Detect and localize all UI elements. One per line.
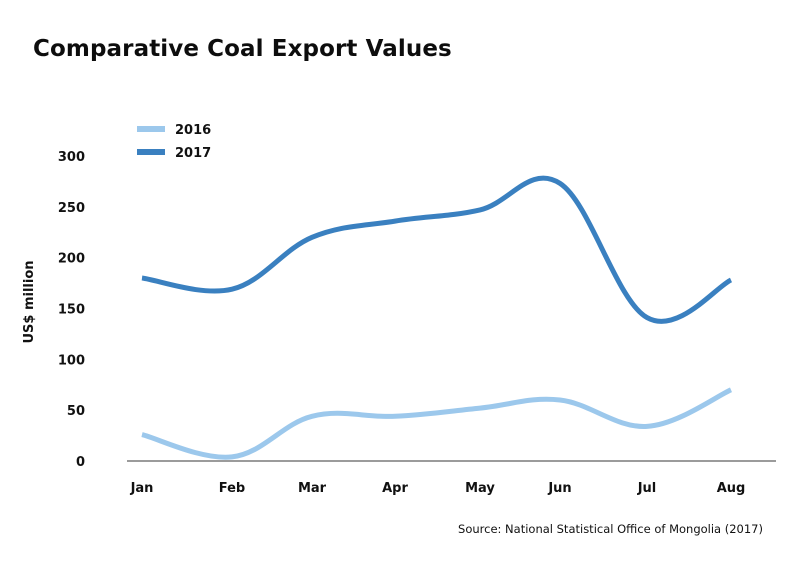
x-tick-label: Jun <box>547 481 571 496</box>
y-tick-label: 0 <box>76 455 85 470</box>
legend-label-2017: 2017 <box>175 146 211 161</box>
y-tick-label: 50 <box>67 404 85 419</box>
chart-title: Comparative Coal Export Values <box>33 36 452 62</box>
series-line-2016 <box>141 387 733 460</box>
y-tick-label: 200 <box>58 252 85 267</box>
x-tick-label: Apr <box>382 481 408 496</box>
y-tick-label: 250 <box>58 201 85 216</box>
x-tick-label: Jul <box>637 481 657 496</box>
y-axis-label: US$ million <box>22 260 37 343</box>
series-lines <box>141 175 733 460</box>
x-tick-label: Aug <box>717 481 746 496</box>
y-tick-label: 100 <box>58 353 85 368</box>
x-tick-label: Jan <box>130 481 154 496</box>
y-tick-label: 300 <box>58 150 85 165</box>
x-tick-label: Mar <box>298 481 327 496</box>
series-line-2017 <box>141 175 733 324</box>
x-tick-label: Feb <box>219 481 245 496</box>
source-note: Source: National Statistical Office of M… <box>458 522 763 536</box>
x-axis-ticks: Jan Feb Mar Apr May Jun Jul Aug <box>130 481 746 496</box>
x-tick-label: May <box>465 481 495 496</box>
legend: 2016 2017 <box>137 123 211 161</box>
y-tick-label: 150 <box>58 303 85 318</box>
legend-label-2016: 2016 <box>175 123 211 138</box>
y-axis-ticks: 0 50 100 150 200 250 300 <box>58 150 85 470</box>
